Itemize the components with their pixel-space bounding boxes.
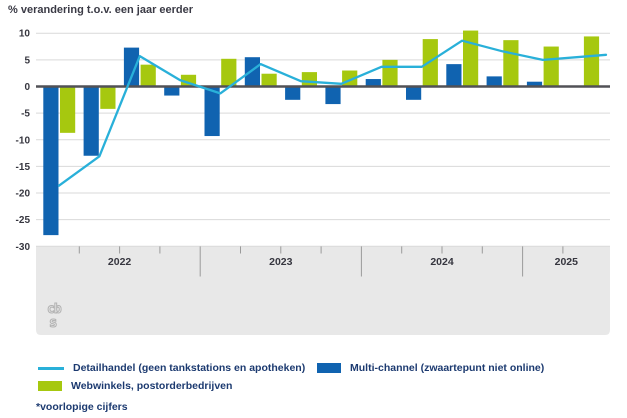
webwinkels-bar[interactable]: [100, 86, 116, 109]
multi-channel-bar[interactable]: [446, 64, 462, 87]
year-label: 2024: [430, 256, 454, 268]
year-label: 2025: [555, 256, 579, 268]
legend-multi-channel-label: Multi-channel (zwaartepunt niet online): [350, 362, 545, 374]
chart-title: % verandering t.o.v. een jaar eerder: [8, 4, 194, 16]
webwinkels-bar[interactable]: [221, 58, 237, 87]
multi-channel-bar[interactable]: [204, 86, 220, 137]
webwinkels-bar[interactable]: [140, 64, 156, 87]
legend-detailhandel-swatch-icon: [38, 366, 64, 370]
legend-item-webwinkels[interactable]: Webwinkels, postorderbedrijven: [38, 379, 232, 393]
webwinkels-bar[interactable]: [180, 74, 197, 87]
multi-channel-bar[interactable]: [83, 86, 99, 156]
legend-webwinkels-swatch-icon: [38, 381, 62, 391]
multi-channel-bar[interactable]: [526, 81, 543, 87]
chart-plot: 2022 2023 2024 2025 10 5 0 -5 -10 -15 -20 -25 -30 cbs: [16, 29, 610, 335]
y-tick-label: -20: [16, 189, 31, 200]
legend-webwinkels-label: Webwinkels, postorderbedrijven: [71, 380, 233, 392]
webwinkels-bar[interactable]: [301, 72, 317, 87]
x-axis-band: [36, 246, 610, 335]
webwinkels-bar[interactable]: [543, 46, 559, 87]
detailhandel-line[interactable]: [57, 39, 608, 187]
multi-channel-bar[interactable]: [325, 86, 341, 105]
webwinkels-bar[interactable]: [583, 36, 600, 87]
y-tick-label: 5: [24, 55, 30, 66]
multi-channel-bar[interactable]: [406, 86, 422, 100]
cbs-logo: cb: [47, 302, 62, 317]
webwinkels-bar[interactable]: [422, 39, 438, 87]
legend-item-detailhandel[interactable]: Detailhandel (geen tankstations en apoth…: [38, 361, 305, 375]
cbs-logo: s: [49, 315, 57, 331]
legend-detailhandel-label: Detailhandel (geen tankstations en apoth…: [73, 362, 306, 374]
y-tick-label: 10: [19, 29, 31, 40]
y-tick-label: -30: [16, 242, 31, 253]
webwinkels-bar[interactable]: [60, 86, 76, 133]
webwinkels-bar[interactable]: [463, 30, 479, 87]
footnote: *voorlopige cijfers: [36, 401, 128, 413]
multi-channel-bar[interactable]: [164, 86, 180, 96]
year-label: 2023: [269, 256, 293, 268]
y-tick-label: 0: [24, 82, 30, 93]
multi-channel-bar[interactable]: [486, 76, 502, 87]
y-tick-label: -15: [16, 162, 31, 173]
webwinkels-bar[interactable]: [382, 59, 398, 87]
multi-channel-bar[interactable]: [123, 47, 140, 87]
multi-channel-bar[interactable]: [285, 86, 301, 100]
legend-multi-channel-swatch-icon: [317, 363, 341, 373]
webwinkels-bar[interactable]: [503, 40, 519, 87]
multi-channel-bar[interactable]: [43, 86, 59, 236]
year-label: 2022: [108, 256, 132, 268]
y-tick-label: -25: [16, 215, 31, 226]
y-tick-label: -10: [16, 135, 31, 146]
webwinkels-bar[interactable]: [261, 73, 277, 87]
multi-channel-bar[interactable]: [365, 79, 381, 87]
multi-channel-bar[interactable]: [244, 57, 260, 87]
legend-item-multi-channel[interactable]: Multi-channel (zwaartepunt niet online): [317, 361, 544, 375]
y-tick-label: -5: [21, 109, 30, 120]
